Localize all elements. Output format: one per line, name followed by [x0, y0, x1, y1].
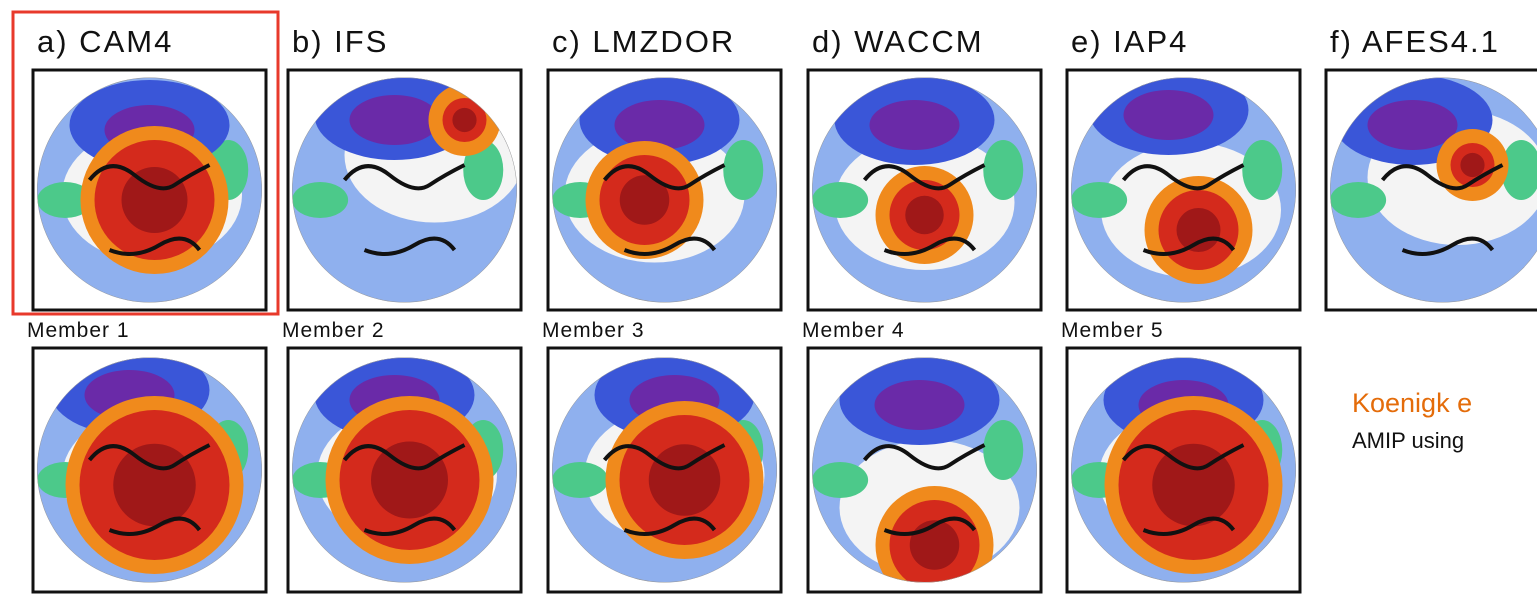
- map: [292, 357, 517, 583]
- map-green: [1071, 182, 1128, 218]
- coastline: [87, 443, 211, 536]
- map-darkred: [113, 443, 196, 527]
- map-purple: [869, 100, 960, 150]
- map-green: [1330, 182, 1387, 218]
- member-label: Member 5: [1061, 319, 1164, 342]
- member-label: Member 3: [542, 319, 645, 342]
- coastline: [1121, 163, 1245, 256]
- map-purple: [349, 95, 440, 145]
- map: [812, 77, 1037, 303]
- panel-title: e) IAP4: [1071, 24, 1188, 59]
- panel-title: d) WACCM: [812, 24, 984, 59]
- map-darkred: [905, 195, 944, 235]
- coastline: [862, 163, 986, 256]
- map: [552, 77, 777, 303]
- map-green: [812, 182, 869, 218]
- map-darkred: [121, 167, 188, 233]
- map-darkred: [648, 444, 721, 516]
- map-darkred: [1460, 152, 1485, 178]
- note-author: Koenigk e: [1352, 388, 1472, 418]
- coastline: [602, 163, 726, 256]
- map: [37, 77, 262, 303]
- map: [1330, 77, 1537, 303]
- map-green: [1501, 140, 1537, 200]
- map-green: [983, 420, 1024, 480]
- map-purple: [1367, 100, 1458, 150]
- map: [552, 357, 777, 583]
- map-purple: [874, 380, 965, 430]
- map-green: [552, 462, 609, 498]
- member-label: Member 4: [802, 319, 905, 342]
- map: [1071, 357, 1296, 583]
- panel-title: c) LMZDOR: [552, 24, 735, 59]
- map: [812, 357, 1037, 583]
- map-green: [983, 140, 1024, 200]
- highlight-box: [11, 10, 280, 316]
- member-label: Member 1: [27, 319, 130, 342]
- note-text: AMIP using: [1352, 428, 1464, 453]
- map-darkred: [909, 520, 960, 570]
- coastline: [1121, 443, 1245, 536]
- map-green: [723, 140, 764, 200]
- map: [292, 77, 517, 303]
- map-darkred: [1176, 208, 1221, 252]
- map: [37, 357, 262, 583]
- map-purple: [1123, 90, 1214, 140]
- map-green: [812, 462, 869, 498]
- coastline: [342, 163, 466, 256]
- panel-title: f) AFES4.1: [1330, 24, 1500, 59]
- map-darkred: [452, 107, 477, 133]
- coastline: [342, 443, 466, 536]
- coastline: [1380, 163, 1504, 256]
- map-darkred: [619, 175, 670, 225]
- map-green: [1242, 140, 1283, 200]
- member-label: Member 2: [282, 319, 385, 342]
- panel-title: a) CAM4: [37, 24, 173, 59]
- map-purple: [614, 100, 705, 150]
- map: [1071, 77, 1296, 303]
- panel-title: b) IFS: [292, 24, 388, 59]
- map-green: [463, 140, 504, 200]
- coastline: [602, 443, 726, 536]
- map-darkred: [1152, 443, 1235, 527]
- coastline: [862, 443, 986, 536]
- map-green: [292, 182, 349, 218]
- map-darkred: [371, 441, 448, 519]
- map-green: [37, 182, 94, 218]
- coastline: [87, 163, 211, 256]
